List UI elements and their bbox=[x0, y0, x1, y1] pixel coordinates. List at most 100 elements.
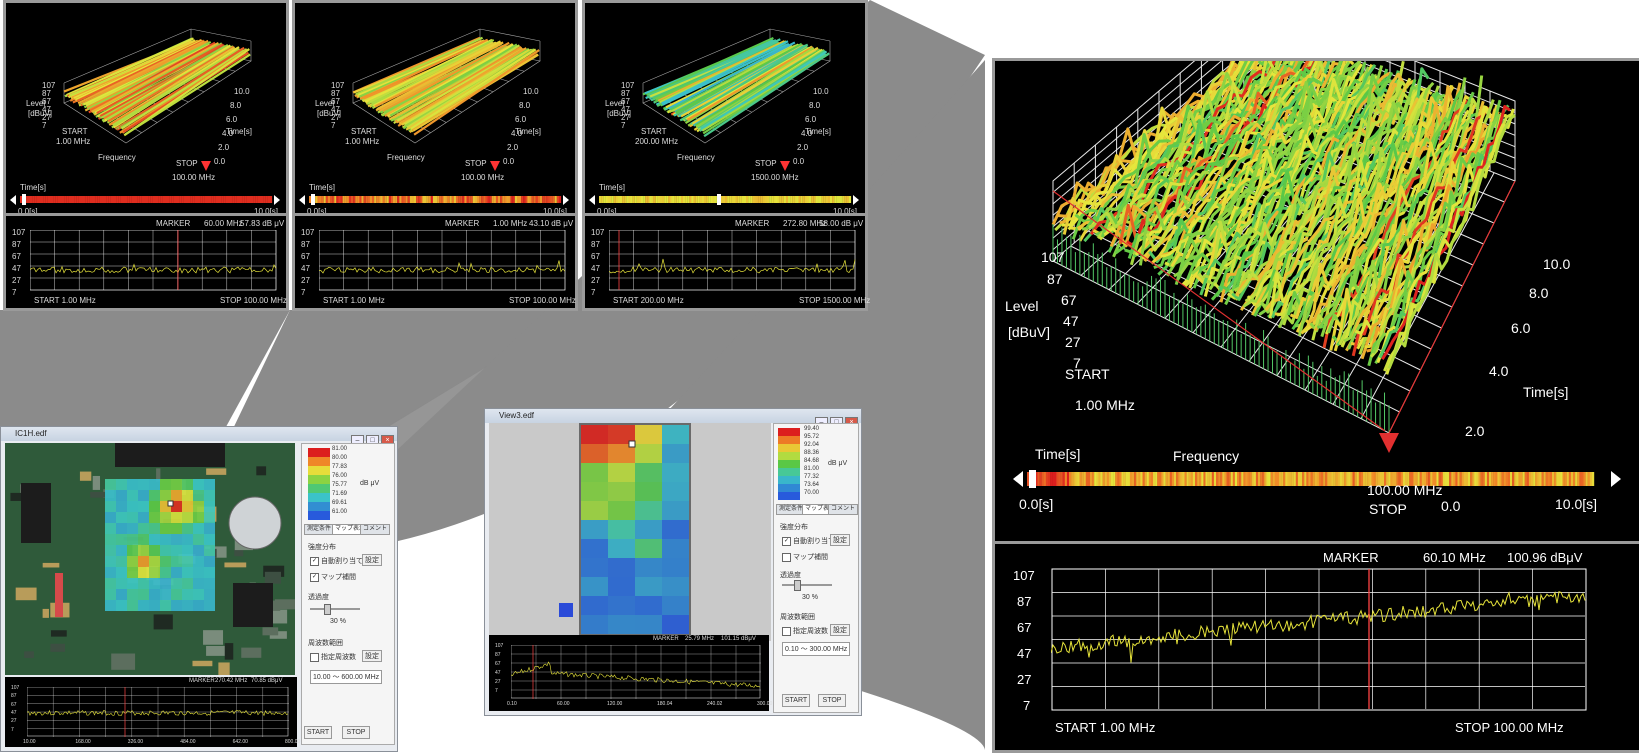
marker-freq: 1.00 MHz bbox=[493, 219, 528, 228]
auto-assign-checkbox[interactable]: ✓ 自動割り当て bbox=[782, 536, 835, 546]
stop-label: STOP bbox=[1369, 501, 1407, 517]
time-axis-label: Time[s] bbox=[226, 127, 252, 136]
thumb-timebar[interactable] bbox=[299, 193, 569, 207]
freq-range-field[interactable]: 0.10 ～ 300.00 MHz bbox=[782, 642, 851, 656]
mini-x-tick: 326.00 bbox=[127, 739, 144, 745]
big-3d-spectrogram bbox=[1051, 0, 1516, 453]
level-tick: 87 bbox=[621, 89, 630, 98]
time-tick: 2.0 bbox=[218, 143, 230, 152]
spectrum-stop: STOP 1500.00 MHz bbox=[799, 296, 871, 305]
time-axis-label: Time[s] bbox=[515, 127, 541, 136]
level-tick-7: 7 bbox=[1073, 355, 1081, 371]
time-tick-8: 8.0 bbox=[1529, 285, 1549, 301]
mini-y-tick: 47 bbox=[495, 670, 501, 676]
tab-conditions[interactable]: 測定条件 bbox=[304, 524, 335, 535]
stop-button[interactable]: STOP bbox=[342, 726, 370, 739]
group-intensity: 強度分布 bbox=[780, 524, 808, 531]
level-tick-47: 47 bbox=[1063, 313, 1079, 329]
opacity-slider-thumb[interactable] bbox=[324, 604, 331, 615]
start-freq: 200.00 MHz bbox=[635, 137, 679, 146]
frequency-axis-label: Frequency bbox=[1173, 448, 1240, 464]
tab-comment[interactable]: コメント bbox=[828, 504, 858, 515]
mini-marker-label: MARKER bbox=[653, 636, 679, 642]
timebar-end: 10.0[s] bbox=[254, 207, 279, 216]
mini-y-tick: 27 bbox=[495, 679, 501, 685]
legend-unit: dB μV bbox=[828, 460, 848, 467]
level-tick: 7 bbox=[42, 121, 47, 130]
stop-freq: 100.00 MHz bbox=[461, 173, 505, 182]
level-tick: 7 bbox=[331, 121, 336, 130]
start-button[interactable]: START bbox=[782, 694, 810, 707]
mini-x-tick: 800.00 bbox=[285, 739, 301, 745]
spectrum-start: START 1.00 MHz bbox=[1055, 720, 1156, 735]
mini-y-tick: 7 bbox=[11, 726, 14, 733]
start-button[interactable]: START bbox=[304, 726, 332, 739]
level-tick: 107 bbox=[42, 81, 56, 90]
timebar-end: 10.0[s] bbox=[1555, 496, 1598, 512]
thumb-3d-spectrogram bbox=[642, 28, 831, 171]
time-tick-4: 4.0 bbox=[1489, 363, 1509, 379]
y-tick: 27 bbox=[591, 276, 600, 285]
legend-value: 81.00 bbox=[332, 446, 348, 452]
y-tick: 7 bbox=[301, 288, 306, 297]
freq-range-field[interactable]: 10.00 ～ 600.00 MHz bbox=[310, 670, 383, 684]
settings-button[interactable]: 設定 bbox=[830, 534, 850, 546]
time-tick: 8.0 bbox=[230, 101, 242, 110]
window-title-bar: View3.edf bbox=[485, 409, 861, 423]
y-tick: 87 bbox=[12, 240, 21, 249]
tab-comment[interactable]: コメント bbox=[360, 524, 391, 535]
auto-assign-checkbox[interactable]: ✓ 自動割り当て bbox=[310, 556, 363, 566]
time-tick: 4.0 bbox=[801, 129, 813, 138]
level-tick: 107 bbox=[621, 81, 635, 90]
marker-freq: 60.00 MHz bbox=[204, 219, 243, 228]
opacity-label: 透過度 bbox=[780, 572, 801, 579]
settings-button[interactable]: 設定 bbox=[362, 554, 382, 566]
level-tick: 47 bbox=[42, 105, 51, 114]
mini-x-tick: 168.00 bbox=[75, 739, 91, 745]
time-tick: 6.0 bbox=[515, 115, 527, 124]
range-settings-button[interactable]: 設定 bbox=[830, 624, 850, 636]
level-axis-label: Level bbox=[1005, 298, 1039, 314]
mini-x-tick: 10.00 bbox=[23, 739, 36, 745]
opacity-slider[interactable] bbox=[782, 584, 832, 586]
level-tick: 27 bbox=[42, 113, 51, 122]
mini-spectrum-box: MARKER 25.79 MHz 101.15 dBμV 107 87 67 47 27… bbox=[489, 635, 772, 711]
marker-level: 43.10 dB μV bbox=[529, 219, 574, 228]
y-tick: 7 bbox=[591, 288, 596, 297]
level-tick-87: 87 bbox=[1047, 271, 1063, 287]
y-tick: 107 bbox=[12, 228, 26, 237]
thumb-spectrum-chart bbox=[319, 230, 566, 291]
map-interp-checkbox[interactable]: ✓ マップ補間 bbox=[310, 572, 356, 582]
time-tick: 4.0 bbox=[511, 129, 523, 138]
big-3d-panel: 107 87 67 47 27 7 Level [dBuV] START 1.0… bbox=[992, 0, 1639, 544]
y-tick: 107 bbox=[591, 228, 605, 237]
opacity-slider-thumb[interactable] bbox=[794, 580, 801, 591]
specify-freq-checkbox[interactable]: 指定周波数 bbox=[782, 626, 828, 636]
time-tick-2: 2.0 bbox=[1465, 423, 1485, 439]
range-settings-button[interactable]: 設定 bbox=[362, 650, 382, 662]
legend-value: 92.04 bbox=[804, 442, 820, 448]
thumb-timebar[interactable] bbox=[10, 193, 280, 207]
legend-value: 73.64 bbox=[804, 482, 820, 488]
specify-freq-checkbox[interactable]: 指定周波数 bbox=[310, 652, 356, 662]
stop-button[interactable]: STOP bbox=[818, 694, 846, 707]
thumb-3d-panel-3: 107 87 67 47 27 7 Level [dBuV] START 200.00 MHz Fr… bbox=[582, 0, 868, 216]
start-label: START bbox=[351, 127, 377, 136]
opacity-slider[interactable] bbox=[310, 608, 360, 610]
spectrum-start: START 1.00 MHz bbox=[34, 296, 96, 305]
level-tick: 67 bbox=[42, 97, 51, 106]
thumb-timebar[interactable] bbox=[589, 193, 859, 207]
level-tick: 7 bbox=[621, 121, 626, 130]
color-scale-bar bbox=[778, 428, 800, 500]
window-title: View3.edf bbox=[499, 411, 534, 420]
time-tick: 2.0 bbox=[507, 143, 519, 152]
big-timebar[interactable] bbox=[1013, 468, 1621, 490]
big-spectrum-box: MARKER 60.10 MHz 100.96 dBμV 107 87 67 4… bbox=[992, 541, 1639, 753]
y-tick-47: 47 bbox=[1017, 646, 1032, 661]
map-interp-checkbox[interactable]: マップ補間 bbox=[782, 552, 828, 562]
marker-label: MARKER bbox=[735, 219, 770, 228]
unit-label: [dBuV] bbox=[607, 109, 632, 118]
y-tick-67: 67 bbox=[1017, 620, 1032, 635]
time-tick: 10.0 bbox=[234, 87, 250, 96]
legend-value: 69.61 bbox=[332, 500, 348, 506]
